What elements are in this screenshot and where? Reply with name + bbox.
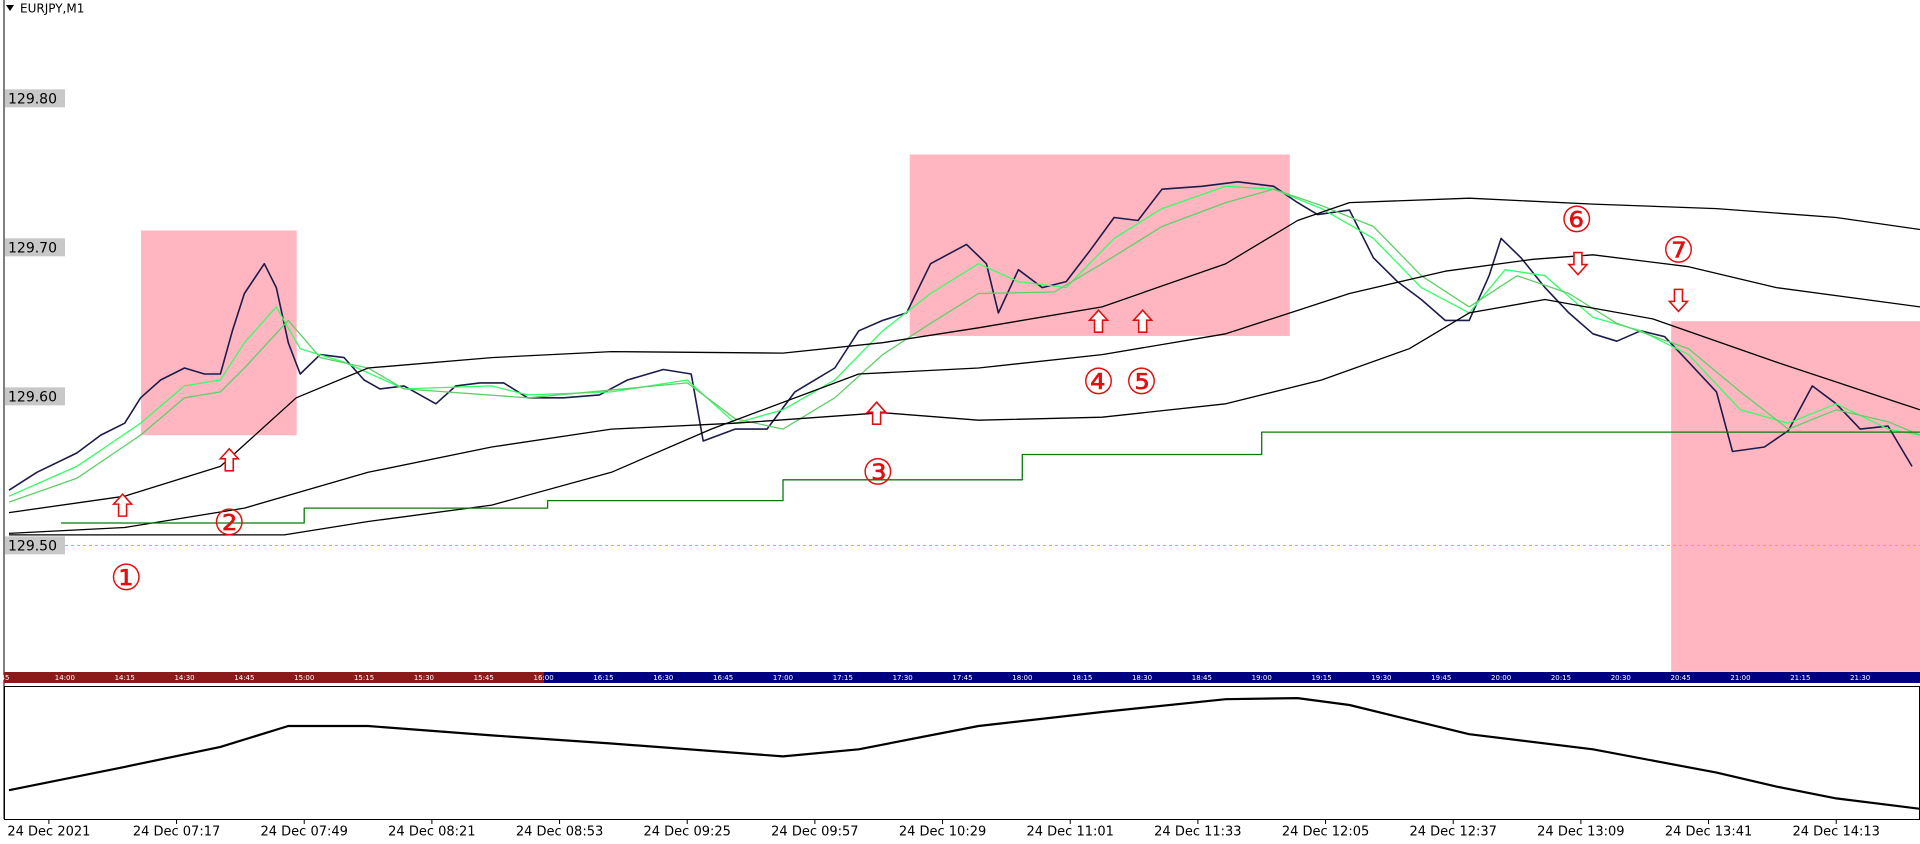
time-strip-label: 16:15 — [593, 674, 613, 682]
time-strip-label: 17:45 — [952, 674, 972, 682]
y-tick-box — [5, 536, 65, 555]
time-strip-past — [4, 672, 544, 683]
time-strip-label: 18:30 — [1132, 674, 1152, 682]
highlight-zone — [140, 230, 297, 436]
x-tick-label: 24 Dec 12:05 — [1282, 825, 1369, 840]
time-strip-label: 17:00 — [773, 674, 793, 682]
annotation-label: ① — [110, 558, 142, 599]
y-tick-label: 129.70 — [8, 240, 57, 256]
annotation-label: ⑥ — [1561, 200, 1593, 241]
y-tick-label: 129.80 — [8, 91, 57, 107]
time-strip-label: 16:00 — [534, 674, 554, 682]
x-tick-label: 24 Dec 14:13 — [1793, 825, 1880, 840]
time-strip-label: 19:15 — [1311, 674, 1331, 682]
x-tick-label: 24 Dec 07:49 — [261, 825, 348, 840]
x-tick-label: 24 Dec 10:29 — [899, 825, 986, 840]
annotation-label: ② — [213, 503, 245, 544]
x-tick-label: 24 Dec 09:25 — [644, 825, 731, 840]
menu-triangle — [6, 5, 14, 11]
highlight-zone — [909, 154, 1290, 336]
annotation-label: ④ — [1082, 362, 1114, 403]
time-strip-label: 16:30 — [653, 674, 673, 682]
annotation-label: ③ — [862, 452, 894, 493]
time-strip-label: 18:45 — [1192, 674, 1212, 682]
series-line — [8, 697, 1920, 810]
time-strip-label: 21:15 — [1790, 674, 1810, 682]
time-strip-label: 21:00 — [1730, 674, 1750, 682]
series-line — [9, 254, 1920, 536]
highlight-zone — [1671, 321, 1920, 672]
series-line — [8, 298, 1920, 535]
x-tick-label: 24 Dec 2021 — [7, 825, 90, 840]
time-strip-label: 19:45 — [1431, 674, 1451, 682]
x-tick-label: 24 Dec 11:01 — [1027, 825, 1114, 840]
time-strip-label: 21:30 — [1850, 674, 1870, 682]
annotation-layer — [140, 154, 1920, 672]
time-strip-label: 18:15 — [1072, 674, 1092, 682]
time-strip-label: 15:15 — [354, 674, 374, 682]
time-strip-label: 17:15 — [833, 674, 853, 682]
x-tick-label: 24 Dec 13:41 — [1665, 825, 1752, 840]
signal-arrow — [1567, 251, 1589, 276]
chart-title: EURJPY,M1 — [20, 2, 84, 16]
time-strip-label: 15:45 — [474, 674, 494, 682]
y-tick-label: 129.50 — [8, 538, 57, 554]
y-tick-box — [5, 89, 65, 108]
x-tick-label: 24 Dec 08:21 — [388, 825, 475, 840]
signal-arrow — [111, 492, 134, 517]
x-tick-label: 24 Dec 07:17 — [133, 825, 220, 840]
signal-arrow — [1667, 288, 1690, 313]
signal-arrow — [1087, 309, 1110, 334]
time-strip-label: 16:45 — [713, 674, 733, 682]
y-tick-box — [5, 238, 65, 257]
time-strip-label: 20:00 — [1491, 674, 1511, 682]
x-tick-label: 24 Dec 12:37 — [1410, 825, 1497, 840]
signal-arrow — [218, 447, 241, 472]
series-line — [8, 197, 1920, 514]
series-line — [8, 188, 1920, 503]
series-line — [60, 431, 1920, 524]
plot-layer: 129.50 129.60 129.70 129.80 ① ② ③ ④ ⑤ ⑥ ⑦ — [5, 89, 1920, 810]
time-strip-label: 19:30 — [1371, 674, 1391, 682]
y-tick-box — [5, 387, 65, 406]
x-tick-label: 24 Dec 11:33 — [1154, 825, 1241, 840]
time-strip-label: 14:15 — [115, 674, 135, 682]
annotation-label: ⑤ — [1125, 362, 1157, 403]
time-strip-label: 18:00 — [1012, 674, 1032, 682]
y-tick-label: 129.60 — [8, 389, 57, 405]
time-strip-label: 20:15 — [1551, 674, 1571, 682]
x-tick-label: 24 Dec 09:57 — [771, 825, 858, 840]
time-strip-label: 20:30 — [1611, 674, 1631, 682]
time-strip — [4, 672, 1920, 683]
time-strip-label: 14:30 — [174, 674, 194, 682]
time-strip-label: 15:00 — [294, 674, 314, 682]
x-tick-label: 24 Dec 13:09 — [1537, 825, 1624, 840]
time-strip-label: 14:45 — [234, 674, 254, 682]
annotation-label: ⑦ — [1662, 231, 1694, 272]
x-tick-label: 24 Dec 08:53 — [516, 825, 603, 840]
time-strip-label: 19:00 — [1252, 674, 1272, 682]
time-strip-label: 14:00 — [55, 674, 75, 682]
signal-arrow — [1131, 309, 1154, 334]
time-strip-label: 15:30 — [414, 674, 434, 682]
series-line — [8, 185, 1920, 497]
series-line — [8, 181, 1913, 491]
signal-arrow — [865, 400, 888, 425]
time-strip-label: 20:45 — [1671, 674, 1691, 682]
time-strip-label: 45 — [1, 674, 10, 682]
time-strip-label: 17:30 — [893, 674, 913, 682]
